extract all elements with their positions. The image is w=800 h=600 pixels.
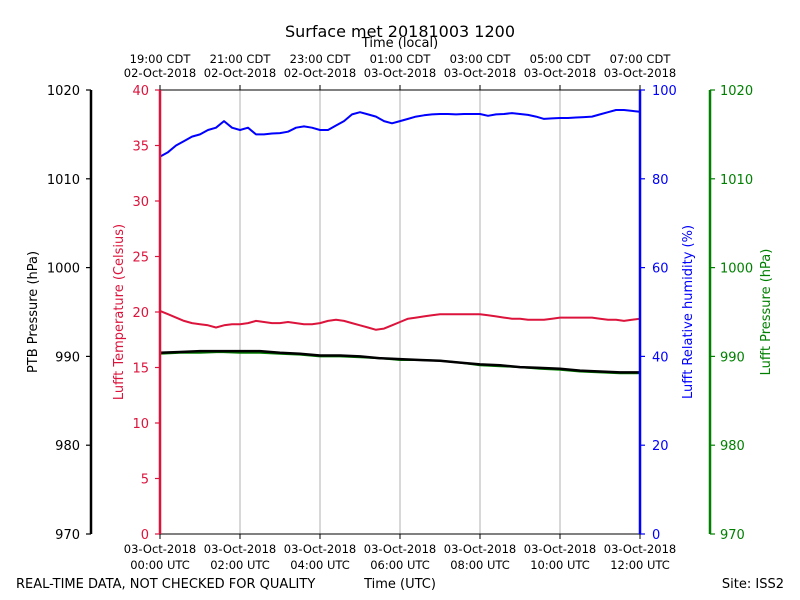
x-tick-label-time: 08:00 UTC [450,558,510,572]
x2-tick-label-date: 02-Oct-2018 [204,66,276,80]
ptb-pressure-line [159,349,640,374]
ptb-axis-tick-label: 1000 [47,262,80,277]
x-tick-label-date: 03-Oct-2018 [364,542,436,556]
x2-tick-label-time: 23:00 CDT [290,52,352,66]
series-group [159,109,641,375]
temperature-axis-tick-label: 10 [132,417,149,432]
x2-tick-label-time: 21:00 CDT [210,52,272,66]
x-tick-label-date: 03-Oct-2018 [124,542,196,556]
quality-note: REAL-TIME DATA, NOT CHECKED FOR QUALITY [16,577,315,592]
temperature-axis-tick-label: 40 [132,84,149,99]
site-label: Site: ISS2 [722,577,784,592]
ptb-axis-tick-label: 980 [55,439,80,454]
x-tick-label-date: 03-Oct-2018 [604,542,676,556]
temperature-axis-label: Lufft Temperature (Celsius) [112,224,127,400]
x-tick-label-time: 02:00 UTC [210,558,270,572]
x2-tick-label-date: 02-Oct-2018 [124,66,196,80]
x2-tick-label-date: 03-Oct-2018 [444,66,516,80]
x2-tick-label-time: 03:00 CDT [450,52,512,66]
humidity-axis-tick-label: 60 [652,262,669,277]
x-tick-label-time: 04:00 UTC [290,558,350,572]
x2-tick-label-time: 19:00 CDT [130,52,192,66]
lufft-pressure-axis-tick-label: 1000 [720,262,753,277]
ptb-axis-tick-label: 1020 [47,84,80,99]
x-tick-label-time: 06:00 UTC [370,558,430,572]
temperature-axis-tick-label: 20 [132,306,149,321]
x-tick-label-date: 03-Oct-2018 [204,542,276,556]
temperature-axis-tick-label: 25 [132,251,149,266]
temperature-line [159,309,641,331]
ptb-axis-tick-label: 970 [55,528,80,543]
lufft-pressure-axis-tick-label: 1010 [720,173,753,188]
x-tick-label-date: 03-Oct-2018 [524,542,596,556]
humidity-axis-label: Lufft Relative humidity (%) [681,225,696,399]
humidity-axis-tick-label: 20 [652,439,669,454]
humidity-axis-tick-label: 80 [652,173,669,188]
ptb-axis-label: PTB Pressure (hPa) [26,251,41,373]
temperature-axis-tick-label: 30 [132,195,149,210]
x-tick-label-time: 10:00 UTC [530,558,590,572]
top-axis-label: Time (local) [361,36,438,51]
x2-tick-label-date: 03-Oct-2018 [604,66,676,80]
lufft-pressure-axis-tick-label: 1020 [720,84,753,99]
axes-group [86,85,715,539]
lufft-pressure-axis-label: Lufft Pressure (hPa) [759,249,774,376]
temperature-axis-tick-label: 5 [141,473,149,488]
x2-tick-label-time: 05:00 CDT [530,52,592,66]
lufft-pressure-axis-tick-label: 990 [720,350,745,365]
humidity-axis-tick-label: 40 [652,350,669,365]
lufft-pressure-axis-tick-label: 970 [720,528,745,543]
tick-labels-group: 970 980 990 1000 1010 1020 0 5 10 15 20 25 30 35 40 0 20… [47,52,753,572]
x2-tick-label-date: 03-Oct-2018 [364,66,436,80]
x2-tick-label-date: 02-Oct-2018 [284,66,356,80]
ptb-axis-tick-label: 1010 [47,173,80,188]
x2-tick-label-time: 01:00 CDT [370,52,432,66]
humidity-axis-tick-label: 100 [652,84,677,99]
chart-title: Surface met 20181003 1200 [285,22,515,41]
x2-tick-label-date: 03-Oct-2018 [524,66,596,80]
temperature-axis-tick-label: 35 [132,140,149,155]
humidity-line [159,109,641,158]
x-tick-label-date: 03-Oct-2018 [284,542,356,556]
ptb-axis-tick-label: 990 [55,350,80,365]
x-tick-label-date: 03-Oct-2018 [444,542,516,556]
lufft-pressure-axis-tick-label: 980 [720,439,745,454]
x-tick-label-time: 12:00 UTC [610,558,670,572]
temperature-axis-tick-label: 15 [132,362,149,377]
temperature-axis-tick-label: 0 [141,528,149,543]
humidity-axis-tick-label: 0 [652,528,660,543]
x-axis-label: Time (UTC) [363,577,436,592]
grid-lines [239,90,561,534]
x-tick-label-time: 00:00 UTC [130,558,190,572]
x2-tick-label-time: 07:00 CDT [610,52,672,66]
